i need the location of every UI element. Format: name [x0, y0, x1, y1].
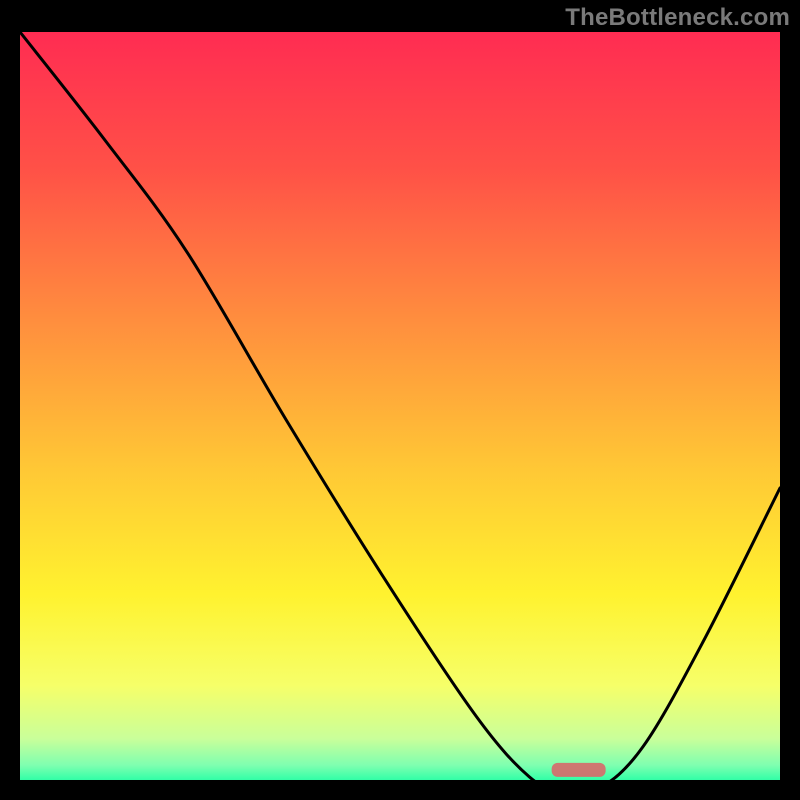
plot-area [20, 32, 780, 780]
chart-canvas: TheBottleneck.com [0, 0, 800, 800]
watermark-text: TheBottleneck.com [565, 4, 790, 32]
bottleneck-curve [20, 32, 780, 780]
optimal-marker [551, 763, 606, 777]
